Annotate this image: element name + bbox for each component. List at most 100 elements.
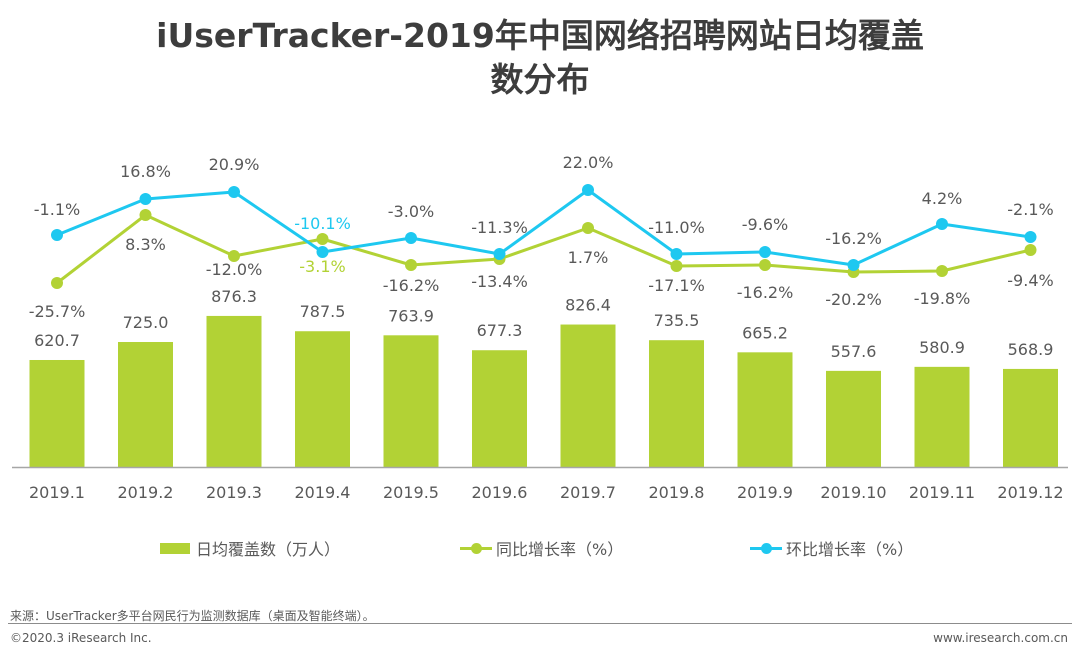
mom-point: [51, 229, 63, 241]
mom-point: [936, 218, 948, 230]
mom-point: [139, 193, 152, 205]
mom-value-label: 4.2%: [922, 189, 963, 208]
bar: [560, 324, 616, 467]
footer-divider: [8, 623, 1072, 624]
mom-value-label: -3.0%: [388, 202, 434, 221]
yoy-value-label: -3.1%: [299, 257, 345, 276]
bar-value-label: 665.2: [742, 323, 788, 342]
x-tick-label: 2019.10: [820, 483, 886, 502]
mom-value-label: -9.6%: [742, 215, 788, 234]
yoy-value-label: -20.2%: [825, 290, 882, 309]
yoy-line-series: [51, 209, 1037, 289]
bar-value-label: 568.9: [1008, 340, 1054, 359]
yoy-value-label: -16.2%: [383, 276, 440, 295]
bar-value-label: 580.9: [919, 338, 965, 357]
chart-title-line1: iUserTracker-2019年中国网络招聘网站日均覆盖: [156, 16, 924, 55]
yoy-point: [759, 259, 771, 271]
chart-title: iUserTracker-2019年中国网络招聘网站日均覆盖 数分布: [0, 14, 1080, 102]
bar-value-label: 725.0: [123, 313, 169, 332]
mom-point: [847, 259, 860, 271]
mom-value-label: 16.8%: [120, 162, 171, 181]
yoy-data-labels: -25.7% 8.3% -12.0% -3.1% -16.2% -13.4% 1.7% -17…: [29, 235, 1054, 321]
bar-value-label: 735.5: [654, 311, 700, 330]
bar: [649, 340, 704, 467]
x-tick-label: 2019.3: [206, 483, 262, 502]
mom-point: [670, 248, 683, 260]
mom-value-label: -2.1%: [1007, 200, 1053, 219]
yoy-value-label: -12.0%: [206, 260, 263, 279]
yoy-value-label: -13.4%: [471, 272, 528, 291]
yoy-value-label: 1.7%: [568, 248, 609, 267]
yoy-point: [936, 265, 948, 277]
yoy-point: [582, 222, 594, 234]
mom-value-label: -16.2%: [825, 229, 882, 248]
bar-series: [29, 315, 1058, 467]
bar-value-label: 787.5: [300, 302, 346, 321]
legend-label-yoy: 同比增长率（%）: [496, 540, 624, 559]
bar-value-label: 826.4: [565, 296, 611, 315]
bar: [737, 352, 793, 467]
chart-title-line2: 数分布: [490, 60, 590, 99]
yoy-line: [56, 213, 1031, 285]
mom-value-label: -11.0%: [648, 218, 705, 237]
website-link[interactable]: www.iresearch.com.cn: [933, 631, 1068, 645]
mom-value-label: -1.1%: [34, 200, 80, 219]
x-axis-tick-labels: 2019.1 2019.2 2019.3 2019.4 2019.5 2019.6 2019…: [29, 483, 1064, 502]
x-tick-label: 2019.12: [997, 483, 1063, 502]
mom-value-label: 20.9%: [209, 155, 260, 174]
mom-point: [316, 246, 329, 258]
bar: [383, 335, 439, 467]
yoy-point: [670, 260, 683, 272]
mom-point: [1024, 231, 1037, 243]
bar: [206, 315, 262, 467]
x-tick-label: 2019.6: [472, 483, 528, 502]
legend-mom-line-marker-icon: [750, 542, 782, 554]
yoy-value-label: 8.3%: [125, 235, 166, 254]
x-tick-label: 2019.5: [383, 483, 439, 502]
mom-point: [228, 186, 240, 198]
bar: [826, 370, 881, 467]
bar-value-label: 876.3: [211, 287, 257, 306]
legend-label-mom: 环比增长率（%）: [786, 540, 914, 559]
yoy-point: [405, 259, 417, 271]
chart-canvas: 2019.1 2019.2 2019.3 2019.4 2019.5 2019.6 2019…: [12, 153, 1068, 502]
mom-point: [493, 248, 506, 260]
bar: [914, 366, 970, 467]
yoy-point: [316, 233, 329, 245]
legend-label-daily-coverage: 日均覆盖数（万人）: [196, 540, 341, 559]
yoy-value-label: -19.8%: [914, 289, 971, 308]
legend-yoy-line-marker-icon: [460, 542, 492, 554]
yoy-value-label: -9.4%: [1007, 271, 1053, 290]
yoy-value-label: -25.7%: [29, 302, 86, 321]
x-tick-label: 2019.1: [29, 483, 85, 502]
mom-point: [759, 246, 771, 258]
bar: [29, 359, 85, 467]
legend-bar-swatch-icon: [160, 542, 190, 554]
yoy-point: [139, 209, 152, 221]
mom-line: [56, 188, 1031, 267]
x-tick-label: 2019.2: [118, 483, 174, 502]
bar: [1003, 368, 1058, 467]
yoy-point: [1024, 244, 1037, 256]
bar-data-labels: 620.7 725.0 876.3 787.5 763.9 677.3 826.4 735.5…: [34, 287, 1053, 361]
mom-value-label: 22.0%: [563, 153, 614, 172]
mom-value-label: -10.1%: [294, 214, 351, 233]
bar: [118, 342, 173, 467]
x-tick-label: 2019.7: [560, 483, 616, 502]
bar-value-label: 620.7: [34, 331, 80, 350]
yoy-point: [51, 277, 63, 289]
x-tick-label: 2019.11: [909, 483, 975, 502]
mom-point: [405, 232, 417, 244]
source-note: 来源：UserTracker多平台网民行为监测数据库（桌面及智能终端）。: [10, 609, 375, 623]
legend-item-yoy: 同比增长率（%）: [460, 536, 623, 560]
bar-value-label: 763.9: [388, 306, 434, 325]
copyright-text: ©2020.3 iResearch Inc.: [10, 631, 152, 645]
bar-value-label: 677.3: [477, 321, 523, 340]
mom-data-labels: -1.1% 16.8% 20.9% -10.1% -3.0% -11.3% 22.0% -11…: [34, 153, 1054, 248]
legend-item-mom: 环比增长率（%）: [750, 536, 913, 560]
x-tick-label: 2019.8: [649, 483, 705, 502]
yoy-value-label: -16.2%: [737, 283, 794, 302]
mom-line-series: [51, 184, 1037, 271]
x-tick-label: 2019.9: [737, 483, 793, 502]
bar: [472, 350, 527, 467]
